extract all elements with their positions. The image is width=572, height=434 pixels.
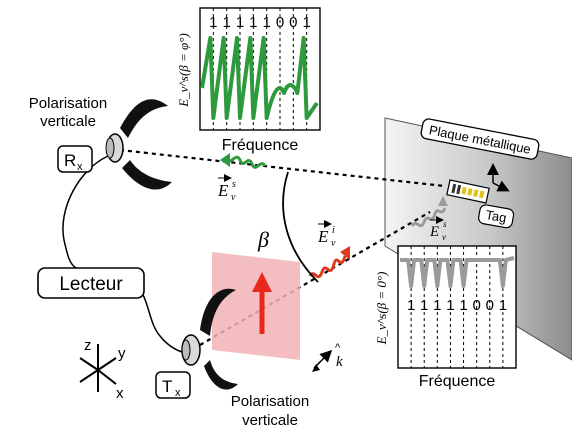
- scattered-field-sub: v: [231, 192, 236, 203]
- top-plot-ylabel: E_v^s(β = φ°): [176, 33, 191, 108]
- top-plot-curve: [200, 36, 319, 120]
- rx-box-sub: x: [77, 161, 83, 173]
- plot-code-digit: 1: [420, 297, 428, 314]
- reader-label: Lecteur: [59, 274, 123, 295]
- plot-code-digit: 1: [209, 14, 217, 31]
- wave-vector-k: k ^: [312, 342, 343, 372]
- scattered-wave: [220, 153, 267, 169]
- top-plot-ylabel-group: E_v^s(β = φ°): [176, 33, 191, 108]
- plot-code-digit: 1: [262, 14, 270, 31]
- polarisation-plane: [212, 252, 300, 360]
- tag-field-sub: v: [442, 232, 446, 242]
- scattered-field-label: E v s: [217, 174, 236, 203]
- coordinate-axes: z y x: [79, 337, 126, 402]
- rx-box: R x: [57, 145, 93, 173]
- beta-symbol: β: [257, 227, 269, 252]
- k-symbol: k: [336, 354, 343, 370]
- tag-field-label: E v s: [429, 216, 447, 242]
- plot-code-digit: 1: [249, 14, 257, 31]
- tx-polarisation-line1: Polarisation: [231, 393, 309, 410]
- plot-code-digit: 0: [276, 14, 284, 31]
- incident-field-label: E v i: [317, 220, 336, 249]
- rx-polarisation-line2: verticale: [40, 113, 96, 130]
- tag-field-sup: s: [443, 219, 447, 229]
- rx-box-main: R: [64, 151, 76, 170]
- tag-label: Tag: [484, 207, 507, 225]
- plot-code-digit: 1: [459, 297, 467, 314]
- tag-field-main: E: [429, 224, 439, 240]
- tx-antenna: [181, 288, 238, 390]
- top-plot-xlabel: Fréquence: [222, 137, 299, 154]
- reader-box: Lecteur: [37, 267, 145, 299]
- rfid-tag: [446, 163, 510, 204]
- plot-code-digit: 0: [472, 297, 480, 314]
- bottom-plot-xlabel: Fréquence: [419, 373, 496, 390]
- plot-code-digit: 1: [433, 297, 441, 314]
- tx-box: T x: [155, 371, 191, 399]
- bottom-plot-ylabel: E_v^s(β = 0°): [374, 272, 389, 346]
- k-hat: ^: [335, 342, 341, 354]
- incident-wave: [308, 246, 350, 279]
- incident-field-sup: i: [332, 225, 335, 236]
- tx-box-sub: x: [175, 387, 181, 399]
- plot-code-digit: 0: [486, 297, 494, 314]
- tx-polarisation-line2: verticale: [242, 412, 298, 429]
- bottom-plot-curve: [400, 256, 515, 288]
- incident-field-sub: v: [331, 238, 336, 249]
- incident-field-main: E: [317, 227, 329, 246]
- plot-code-digit: 0: [289, 14, 297, 31]
- axis-y-label: y: [118, 345, 126, 362]
- plot-code-digit: 1: [236, 14, 244, 31]
- plot-code-digit: 1: [302, 14, 310, 31]
- rx-polarisation-line1: Polarisation: [29, 95, 107, 112]
- axis-z-label: z: [84, 337, 92, 354]
- tx-box-main: T: [162, 377, 172, 396]
- tag-label-box: Tag: [478, 204, 515, 229]
- plot-code-digit: 1: [222, 14, 230, 31]
- return-path-line: [119, 148, 445, 188]
- plot-code-digit: 1: [446, 297, 454, 314]
- bottom-plot-ylabel-group: E_v^s(β = 0°): [374, 272, 389, 346]
- rx-antenna: [105, 99, 172, 190]
- tx-cable: [135, 283, 183, 353]
- bottom-plot-frame: [397, 245, 517, 369]
- scattered-wave-near-tag: [410, 196, 448, 228]
- plot-code-digit: 1: [407, 297, 415, 314]
- axis-x-label: x: [116, 385, 124, 402]
- rx-cable: [62, 155, 109, 269]
- scattered-field-main: E: [217, 181, 229, 200]
- plot-code-digit: 1: [499, 297, 507, 314]
- scattered-field-sup: s: [232, 179, 236, 190]
- beta-angle-arc: [282, 171, 319, 283]
